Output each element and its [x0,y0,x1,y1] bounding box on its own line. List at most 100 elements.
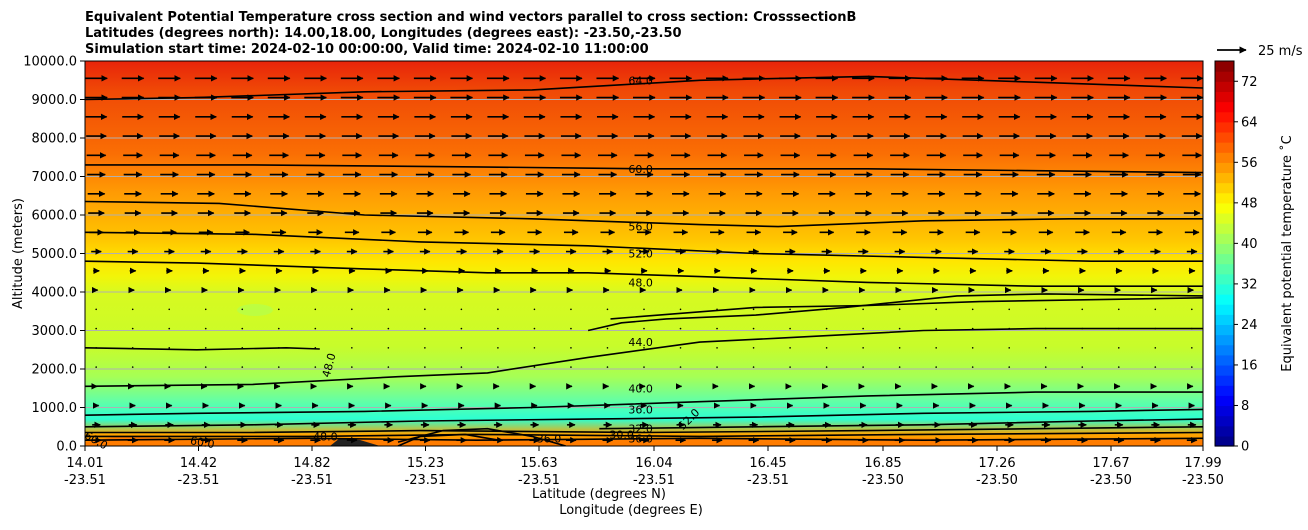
wind-vector-426 [898,327,901,330]
y-tick-label-5: 5000.0 [32,247,78,262]
x-tick-lat-5: 16.04 [635,456,672,471]
wind-vector-388 [643,308,645,311]
title-line-3: Simulation start time: 2024-02-10 00:00:… [85,42,649,57]
wind-vector-462 [1081,347,1084,349]
colorbar-tick-label-6: 48 [1241,196,1258,211]
colorbar-level-5 [1215,385,1234,396]
colorbar-level-7 [1215,364,1234,376]
x-tick-lat-9: 17.67 [1092,456,1129,471]
x-tick-lon-6: -23.51 [747,473,789,488]
x-axis-label-secondary: Longitude (degrees E) [559,503,703,518]
wind-vector-476 [460,366,463,368]
contour-lines [85,75,1203,446]
title-line-2: Latitudes (degrees north): 14.00,18.00, … [85,26,682,41]
y-tick-label-7: 7000.0 [32,170,78,185]
contour-label-7: 44.0 [628,336,653,349]
colorbar-level-26 [1215,172,1234,184]
wind-vector-433 [1154,327,1157,330]
x-tick-lat-2: 14.82 [293,456,330,471]
wind-vector-481 [643,366,645,368]
wind-vector-397 [971,308,974,311]
colorbar-level-31 [1215,121,1234,133]
wind-vector-393 [825,308,828,311]
contour-label-4: 52.0 [628,248,653,261]
wind-vector-450 [643,347,645,349]
colorbar-level-11 [1215,324,1234,336]
colorbar-level-30 [1215,131,1234,143]
x-tick-lat-10: 17.99 [1184,456,1221,471]
x-tick-lon-3: -23.51 [405,473,447,488]
wind-vector-418 [606,327,609,330]
wind-vector-469 [204,366,207,368]
contour-line-12 [599,418,1203,430]
colorbar-level-14 [1215,294,1234,305]
colorbar-level-16 [1215,273,1234,285]
y-tick-label-8: 8000.0 [32,132,78,147]
wind-vector-421 [716,327,718,330]
contour-line-13 [85,426,1203,434]
wind-vector-474 [387,366,390,368]
colorbar-level-3 [1215,405,1234,417]
wind-vector-416 [533,327,536,330]
x-tick-lon-1: -23.51 [178,473,220,488]
wind-vector-376 [204,308,207,311]
wind-vector-403 [1191,308,1193,311]
wind-vector-458 [935,347,937,349]
wind-vector-461 [1044,347,1047,349]
wind-vector-475 [424,366,426,368]
colorbar-level-6 [1215,375,1234,386]
wind-vector-470 [241,366,244,368]
contour-line-6 [610,297,1203,320]
wind-vector-410 [314,327,317,330]
wind-vector-434 [1191,327,1193,330]
wind-vector-389 [679,308,682,311]
contour-label-5: 48.0 [628,276,653,289]
x-tick-lat-4: 15.63 [520,456,557,471]
wind-vector-423 [789,327,791,330]
colorbar-level-17 [1215,263,1234,275]
colorbar-level-9 [1215,344,1234,356]
wind-vector-440 [277,347,280,349]
wind-vector-437 [168,347,171,349]
wind-vector-387 [606,308,609,311]
wind-vector-491 [1008,366,1011,368]
y-tick-label-6: 6000.0 [32,209,78,224]
wind-vector-431 [1081,327,1084,330]
colorbar-level-8 [1215,354,1234,366]
wind-vector-483 [716,366,718,368]
wind-vector-435 [95,347,97,349]
wind-vector-478 [533,366,536,368]
colorbar-level-12 [1215,314,1234,326]
colorbar-level-27 [1215,162,1234,174]
colorbar: 0 8 16 24 32 40 48 56 64 72 Equivalent potential t… [1214,60,1295,455]
y-axis-label: Altitude (meters) [11,198,26,309]
wind-vector-398 [1008,308,1011,311]
wind-vector-477 [497,366,499,368]
wind-vector-480 [606,366,609,368]
wind-vector-488 [898,366,901,368]
wind-vector-465 [1191,347,1193,349]
colorbar-tick-label-8: 64 [1241,115,1258,130]
wind-vector-468 [168,366,171,368]
colorbar-level-10 [1215,334,1234,346]
contour-label-12: 36.0 [628,432,653,445]
colorbar-level-0 [1215,435,1234,447]
wind-vector-390 [716,308,718,311]
wind-vector-456 [862,347,864,349]
colorbar-level-24 [1215,192,1234,204]
wind-vector-380 [351,308,353,311]
contour-line-2 [85,164,1203,174]
y-tick-label-10: 10000.0 [23,55,77,70]
x-tick-lat-6: 16.45 [749,456,786,471]
wind-vector-401 [1117,308,1120,311]
wind-vector-408 [241,327,244,330]
contour-label-16: 36.0 [537,432,562,445]
colorbar-level-25 [1215,182,1234,194]
wind-vector-391 [752,308,755,311]
colorbar-tick-label-3: 24 [1241,318,1258,333]
contour-label-2: 60.0 [628,163,653,176]
wind-vector-429 [1008,327,1011,330]
wind-vector-441 [314,347,317,349]
